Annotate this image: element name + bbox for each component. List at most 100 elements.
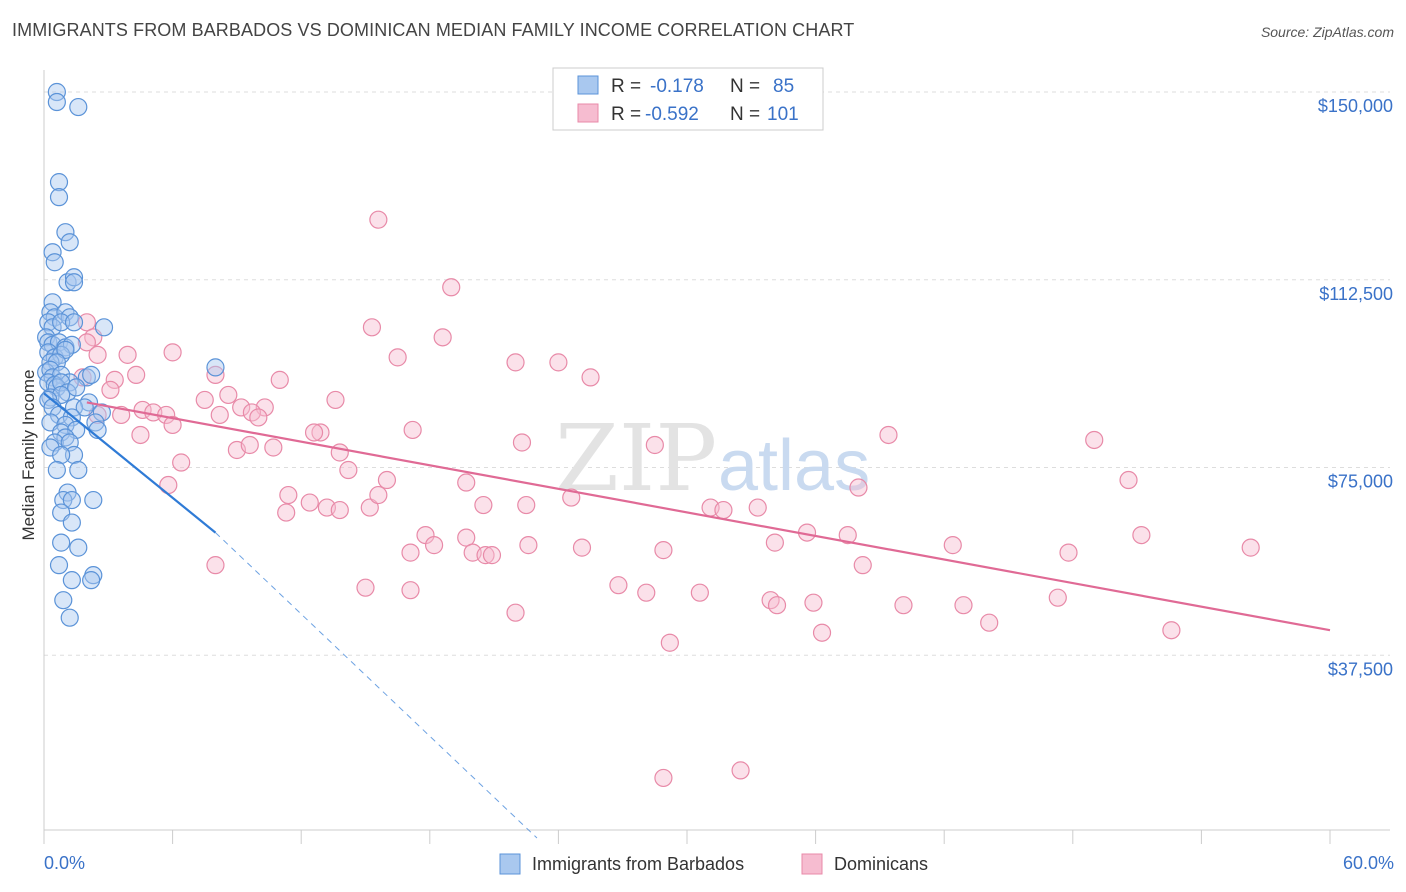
barbados-point <box>56 340 75 359</box>
legend-n-value-2: 101 <box>767 104 799 125</box>
dominicans-point <box>277 503 296 522</box>
barbados-point <box>47 460 66 480</box>
barbados-point <box>56 223 75 242</box>
barbados-point <box>49 188 69 207</box>
barbados-point <box>47 82 66 102</box>
axes <box>43 70 1390 831</box>
legend-r-label-1: R = <box>611 76 641 97</box>
dominicans-point <box>77 313 96 332</box>
dominicans-point <box>206 365 225 384</box>
dominicans-point <box>654 541 673 560</box>
y-tick-label: $112,500 <box>1319 284 1393 304</box>
dominicans-point <box>330 443 349 462</box>
dominicans-point <box>369 210 388 229</box>
barbados-point <box>67 378 86 397</box>
dominicans-point <box>101 380 120 400</box>
legend-r-label-2: R = <box>611 104 641 125</box>
dominicans-point <box>838 525 857 545</box>
barbados-point <box>62 513 81 532</box>
barbados-point <box>82 571 101 590</box>
barbados-point <box>206 358 225 377</box>
dominicans-point <box>654 768 673 788</box>
dominicans-point <box>660 633 679 652</box>
barbados-point <box>84 490 103 510</box>
legend-r-value-1: -0.178 <box>650 76 704 97</box>
dominicans-point <box>645 435 664 455</box>
dominicans-point <box>506 353 525 372</box>
barbados-point <box>94 318 114 337</box>
barbados-point <box>64 313 84 332</box>
dominicans-point <box>163 343 182 362</box>
barbados-point <box>54 591 73 610</box>
dominicans-point <box>326 390 345 410</box>
dominicans-point <box>330 500 349 520</box>
dominicans-point <box>264 438 283 457</box>
bottom-legend-label-dominicans: Dominicans <box>834 854 928 874</box>
dominicans-point <box>77 333 96 352</box>
watermark-atlas: atlas <box>718 426 870 506</box>
dominicans-point <box>304 423 324 442</box>
dominicans-point <box>943 536 962 555</box>
barbados-point <box>62 490 81 510</box>
barbados-point <box>49 556 69 575</box>
dominicans-point <box>270 370 289 389</box>
dominicans-point <box>127 365 146 384</box>
barbados-point <box>41 353 60 372</box>
x-tick-label-max: 60.0% <box>1343 853 1394 873</box>
dominicans-point <box>879 425 898 445</box>
bottom-legend-swatch-dominicans <box>801 853 823 875</box>
barbados-point <box>64 273 84 292</box>
dominicans-point <box>401 581 420 600</box>
series-legend: Immigrants from Barbados Dominicans <box>499 853 928 875</box>
dominicans-point <box>804 593 823 612</box>
dominicans-point <box>519 536 538 555</box>
barbados-point <box>52 313 71 332</box>
dominicans-point <box>356 578 375 597</box>
dominicans-point <box>474 495 493 515</box>
dominicans-point <box>637 583 656 602</box>
dominicans-point <box>388 348 407 367</box>
barbados-point <box>47 92 66 112</box>
dominicans-point <box>249 408 268 427</box>
dominicans-point <box>88 345 107 364</box>
dominicans-point <box>311 423 330 442</box>
dominicans-point <box>1241 538 1260 557</box>
dominicans-point <box>482 546 502 565</box>
dominicans-point <box>279 485 298 505</box>
stats-legend: R = -0.178 N = 85 R = -0.592 N = 101 <box>552 67 824 131</box>
dominicans-point <box>403 420 422 440</box>
legend-swatch-barbados <box>577 75 599 95</box>
dominicans-point <box>894 596 913 615</box>
legend-n-label-1: N = <box>730 76 760 97</box>
dominicans-point <box>457 473 476 492</box>
barbados-point <box>60 233 79 252</box>
y-tick-label: $37,500 <box>1328 659 1393 679</box>
y-axis-title: Median Family Income <box>19 369 38 540</box>
dominicans-point <box>849 478 868 497</box>
dominicans-point <box>980 613 999 632</box>
dominicans-point <box>369 485 388 505</box>
dominicans-point <box>105 370 124 389</box>
dominicans-point <box>377 470 397 490</box>
trend-lines <box>43 392 1331 839</box>
legend-swatch-dominicans <box>577 103 599 123</box>
barbados-point <box>45 253 64 272</box>
dominicans-point <box>112 405 131 425</box>
chart-source: Source: ZipAtlas.com <box>1260 24 1394 40</box>
dominicans-point <box>159 475 178 495</box>
dominicans-point <box>748 498 767 517</box>
dominicans-point <box>517 495 536 515</box>
dominicans-point <box>240 435 259 455</box>
dominicans-point <box>506 603 525 622</box>
dominicans-point <box>1119 470 1138 490</box>
dominicans-point <box>172 453 191 472</box>
x-tick-marks <box>43 830 1331 844</box>
barbados-point <box>69 97 88 117</box>
dominicans-point <box>609 576 628 595</box>
x-tick-label-min: 0.0% <box>44 853 85 873</box>
dominicans-point <box>812 623 832 642</box>
dominicans-point <box>1059 543 1078 562</box>
dominicans-point <box>457 528 476 547</box>
dominicans-point <box>362 318 382 337</box>
dominicans-trend-line <box>86 401 1331 632</box>
